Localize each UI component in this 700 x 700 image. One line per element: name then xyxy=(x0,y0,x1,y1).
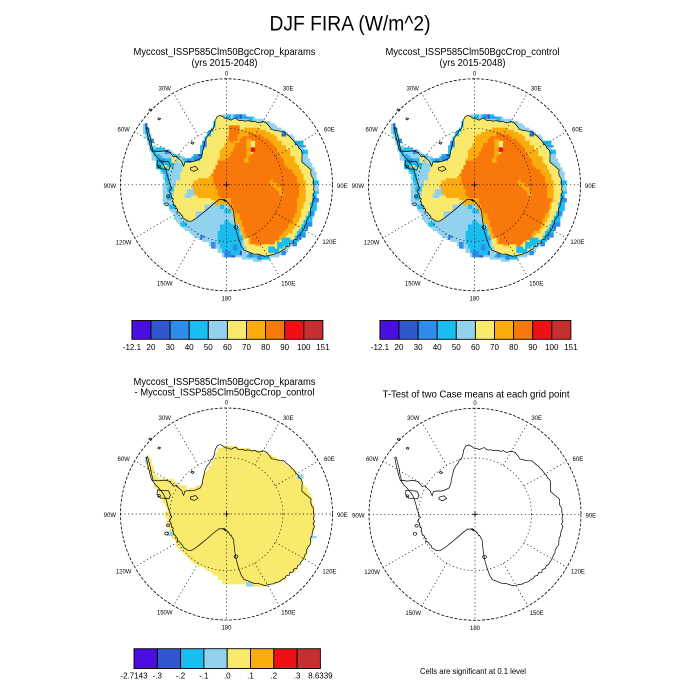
svg-text:20: 20 xyxy=(395,343,404,352)
svg-text:50: 50 xyxy=(204,343,213,352)
svg-text:40: 40 xyxy=(433,343,442,352)
svg-text:-.2: -.2 xyxy=(176,672,186,681)
svg-text:151: 151 xyxy=(316,343,330,352)
svg-text:30: 30 xyxy=(414,343,423,352)
svg-text:-.3: -.3 xyxy=(153,672,163,681)
svg-text:.0: .0 xyxy=(224,672,231,681)
svg-text:80: 80 xyxy=(509,343,518,352)
svg-text:100: 100 xyxy=(545,343,559,352)
svg-text:-2.7143: -2.7143 xyxy=(120,672,148,681)
svg-text:90: 90 xyxy=(528,343,537,352)
svg-text:Myccost_ISSP585Clm50BgcCrop_co: Myccost_ISSP585Clm50BgcCrop_control xyxy=(386,47,560,58)
svg-text:-.1: -.1 xyxy=(199,672,209,681)
svg-text:60: 60 xyxy=(471,343,480,352)
svg-text:50: 50 xyxy=(452,343,461,352)
svg-text:T-Test of two Case means at ea: T-Test of two Case means at each grid po… xyxy=(383,390,570,401)
svg-text:.1: .1 xyxy=(247,672,254,681)
svg-text:-12.1: -12.1 xyxy=(123,343,142,352)
svg-text:90: 90 xyxy=(280,343,289,352)
svg-text:.2: .2 xyxy=(270,672,277,681)
svg-text:- Myccost_ISSP585Clm50BgcCrop_: - Myccost_ISSP585Clm50BgcCrop_control xyxy=(135,388,315,399)
svg-text:DJF FIRA (W/m^2): DJF FIRA (W/m^2) xyxy=(270,12,431,36)
svg-text:70: 70 xyxy=(242,343,251,352)
svg-text:.3: .3 xyxy=(294,672,301,681)
svg-text:40: 40 xyxy=(185,343,194,352)
svg-text:100: 100 xyxy=(297,343,311,352)
svg-text:8.6339: 8.6339 xyxy=(308,672,333,681)
svg-text:20: 20 xyxy=(147,343,156,352)
svg-text:70: 70 xyxy=(490,343,499,352)
svg-text:151: 151 xyxy=(564,343,578,352)
svg-text:60: 60 xyxy=(223,343,232,352)
svg-text:30: 30 xyxy=(166,343,175,352)
svg-text:Cells are significant at 0.1 l: Cells are significant at 0.1 level xyxy=(420,667,526,676)
svg-text:80: 80 xyxy=(261,343,270,352)
svg-text:Myccost_ISSP585Clm50BgcCrop_kp: Myccost_ISSP585Clm50BgcCrop_kparams xyxy=(134,47,316,58)
svg-text:-12.1: -12.1 xyxy=(371,343,390,352)
svg-text:Myccost_ISSP585Clm50BgcCrop_kp: Myccost_ISSP585Clm50BgcCrop_kparams xyxy=(134,377,316,388)
svg-text:(yrs 2015-2048): (yrs 2015-2048) xyxy=(192,58,258,69)
svg-text:(yrs 2015-2048): (yrs 2015-2048) xyxy=(440,58,506,69)
